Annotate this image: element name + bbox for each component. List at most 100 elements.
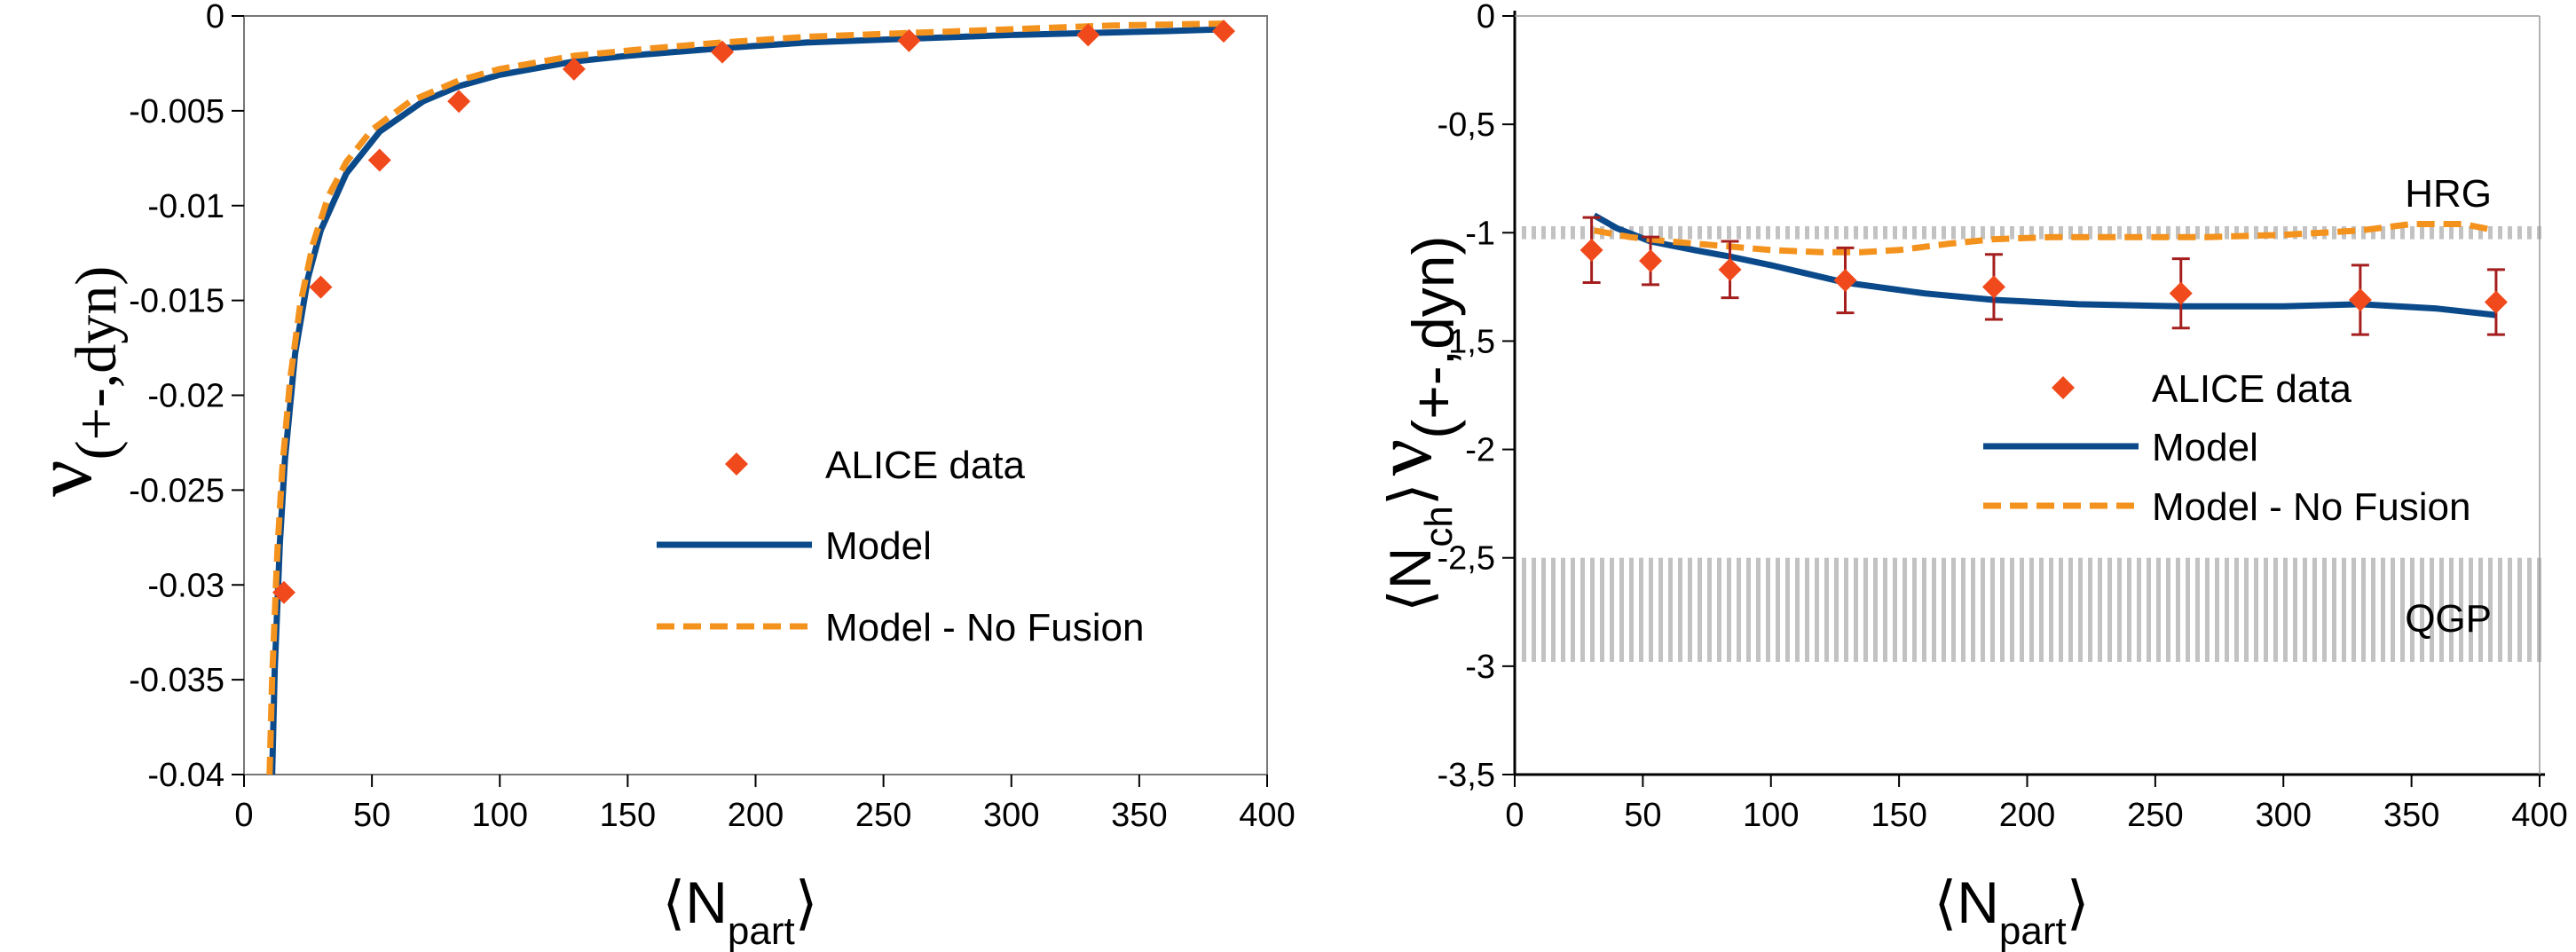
band-stripe bbox=[1756, 225, 1761, 240]
data-point bbox=[1579, 238, 1603, 262]
band-stripe bbox=[1571, 225, 1575, 240]
y-axis-label-main: ν bbox=[18, 460, 108, 497]
band-stripe bbox=[2351, 557, 2356, 662]
band-stripe bbox=[2068, 557, 2073, 662]
band-stripe bbox=[2029, 557, 2034, 662]
x-tick-label: 250 bbox=[2127, 797, 2183, 834]
band-stripe bbox=[2156, 225, 2161, 240]
x-tick-label: 300 bbox=[2256, 797, 2312, 834]
band-stripe bbox=[1717, 557, 1721, 662]
x-tick-label: 100 bbox=[472, 797, 528, 834]
data-point bbox=[309, 275, 333, 299]
band-stripe bbox=[1951, 557, 1956, 662]
band-stripe bbox=[1990, 557, 1995, 662]
band-stripe bbox=[1863, 557, 1868, 662]
band-stripe bbox=[1746, 225, 1751, 240]
band-stripe bbox=[2420, 225, 2424, 240]
band-stripe bbox=[2147, 557, 2151, 662]
band-stripe bbox=[1873, 557, 1878, 662]
band-stripe bbox=[1951, 225, 1956, 240]
band-stripe bbox=[2469, 225, 2473, 240]
band-stripe bbox=[2029, 225, 2034, 240]
band-stripe bbox=[2088, 225, 2092, 240]
y-tick-label: -0.01 bbox=[147, 188, 225, 225]
band-stripe bbox=[1834, 557, 1839, 662]
x-axis-label-open: ⟨ bbox=[663, 869, 686, 935]
band-stripe bbox=[1678, 557, 1682, 662]
x-tick-label: 0 bbox=[234, 797, 253, 834]
data-point bbox=[367, 148, 391, 172]
y-axis-label-open: ⟨ bbox=[1377, 589, 1443, 612]
x-tick-label: 150 bbox=[600, 797, 656, 834]
x-tick-label: 100 bbox=[1743, 797, 1799, 834]
band-stripe bbox=[1942, 225, 1946, 240]
legend-label: ALICE data bbox=[825, 444, 1026, 487]
band-stripe bbox=[1580, 225, 1585, 240]
band-stripe bbox=[2430, 225, 2434, 240]
band-stripe bbox=[2117, 557, 2122, 662]
y-tick-label: -0,5 bbox=[1438, 106, 1495, 144]
band-stripe bbox=[1942, 557, 1946, 662]
band-stripe bbox=[1971, 225, 1975, 240]
band-stripe bbox=[1815, 225, 1819, 240]
band-stripe bbox=[1795, 557, 1800, 662]
band-qgp bbox=[1522, 557, 2541, 662]
band-stripe bbox=[2049, 225, 2053, 240]
band-stripe bbox=[1990, 225, 1995, 240]
series-line-1 bbox=[1592, 212, 2497, 319]
band-stripe bbox=[2391, 225, 2395, 240]
legend-label: Model bbox=[2152, 426, 2258, 469]
band-stripe bbox=[1698, 225, 1702, 240]
band-hrg bbox=[1522, 225, 2541, 240]
band-stripe bbox=[1815, 557, 1819, 662]
series-group bbox=[1592, 212, 2497, 319]
band-stripe bbox=[2186, 225, 2190, 240]
y-axis-label-sub: (+-,dyn) bbox=[64, 266, 129, 460]
data-point bbox=[897, 28, 921, 52]
band-stripe bbox=[2391, 557, 2395, 662]
band-stripe bbox=[2488, 557, 2493, 662]
band-stripe bbox=[1932, 225, 1936, 240]
band-stripe bbox=[2439, 225, 2444, 240]
x-axis-label-sub: part bbox=[728, 909, 795, 952]
band-stripe bbox=[2088, 557, 2092, 662]
band-stripe bbox=[1639, 557, 1643, 662]
band-stripe bbox=[1580, 557, 1585, 662]
band-stripe bbox=[1639, 225, 1643, 240]
band-stripe bbox=[1619, 557, 1624, 662]
y-axis-label-nu-sub: (+-,dyn) bbox=[1400, 236, 1466, 439]
band-stripe bbox=[1668, 557, 1673, 662]
band-stripe bbox=[2430, 557, 2434, 662]
band-stripe bbox=[1532, 557, 1536, 662]
band-stripe bbox=[2156, 557, 2161, 662]
band-label-hrg: HRG bbox=[2405, 172, 2492, 216]
band-stripe bbox=[2381, 225, 2385, 240]
data-point bbox=[1833, 269, 1857, 293]
band-stripe bbox=[2000, 557, 2005, 662]
band-stripe bbox=[2469, 557, 2473, 662]
band-stripe bbox=[2332, 557, 2336, 662]
band-stripe bbox=[1981, 557, 1985, 662]
data-point bbox=[711, 40, 735, 64]
band-stripe bbox=[2020, 225, 2024, 240]
band-stripe bbox=[2107, 557, 2112, 662]
band-stripe bbox=[2303, 225, 2307, 240]
band-stripe bbox=[2127, 557, 2131, 662]
band-stripe bbox=[1532, 225, 1536, 240]
x-tick-label: 400 bbox=[2511, 797, 2567, 834]
band-stripe bbox=[2000, 225, 2005, 240]
band-stripe bbox=[1707, 225, 1712, 240]
band-stripe bbox=[1961, 225, 1965, 240]
band-stripe bbox=[2371, 225, 2375, 240]
data-point bbox=[272, 580, 295, 604]
series-group bbox=[266, 20, 1225, 775]
legend-label: Model - No Fusion bbox=[2152, 485, 2470, 529]
band-stripe bbox=[1776, 557, 1780, 662]
band-stripe bbox=[1707, 557, 1712, 662]
data-point bbox=[1211, 20, 1235, 43]
x-axis-label-main: N bbox=[1957, 869, 1999, 935]
x-tick-label: 300 bbox=[983, 797, 1039, 834]
band-stripe bbox=[1893, 557, 1897, 662]
legend: ALICE data Model Model - No Fusion bbox=[657, 444, 1144, 649]
band-stripe bbox=[1805, 557, 1809, 662]
